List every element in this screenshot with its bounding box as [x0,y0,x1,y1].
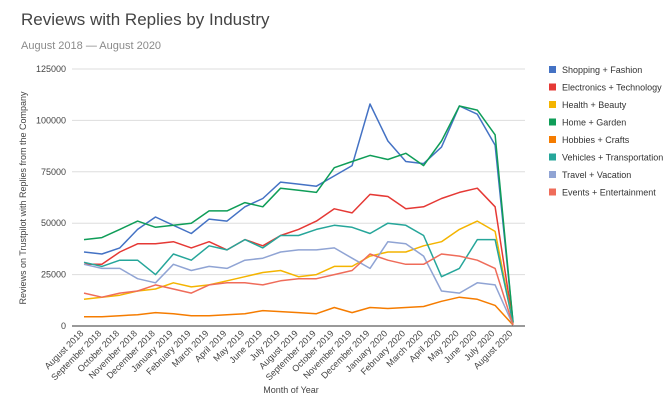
y-axis-label: Reviews on Trustpilot with Replies from … [18,91,28,305]
series-line [83,220,514,325]
legend-item[interactable]: Health + Beauty [562,100,627,110]
legend-swatch [549,153,556,161]
legend-swatch [549,118,556,126]
y-axis-ticks: 0 25000 50000 75000 100000 125000 [36,64,66,331]
series-line [83,222,514,324]
legend-swatch [549,101,556,108]
series-line [83,240,514,326]
legend-item[interactable]: Travel + Vacation [562,170,631,180]
legend-item[interactable]: Shopping + Fashion [562,65,642,75]
y-tick-label: 125000 [36,64,66,74]
legend-swatch [549,83,556,91]
gridlines [72,68,525,327]
legend-item[interactable]: Vehicles + Transportation [562,153,663,163]
legend-swatch [549,136,556,143]
legend-item[interactable]: Electronics + Technology [562,83,662,93]
legend-item[interactable]: Hobbies + Crafts [562,135,630,145]
legend-item[interactable]: Home + Garden [562,118,626,128]
y-tick-label: 75000 [41,167,66,177]
legend[interactable]: Shopping + Fashion Electronics + Technolo… [549,65,663,198]
y-tick-label: 50000 [41,218,66,228]
x-axis-label: Month of Year [263,385,319,395]
series-line [84,296,514,326]
legend-swatch [549,66,556,73]
legend-item[interactable]: Events + Entertainment [562,188,656,198]
chart-title: Reviews with Replies by Industry [21,10,270,29]
legend-swatch [549,188,556,196]
series-lines [83,103,514,326]
chart-subtitle: August 2018 — August 2020 [21,40,162,52]
y-tick-label: 100000 [36,115,66,125]
series-line [83,253,514,326]
series-line [83,103,514,322]
y-tick-label: 25000 [41,270,66,280]
series-line [84,187,514,324]
series-line [83,105,514,322]
y-tick-label: 0 [61,321,66,331]
legend-swatch [549,171,556,178]
